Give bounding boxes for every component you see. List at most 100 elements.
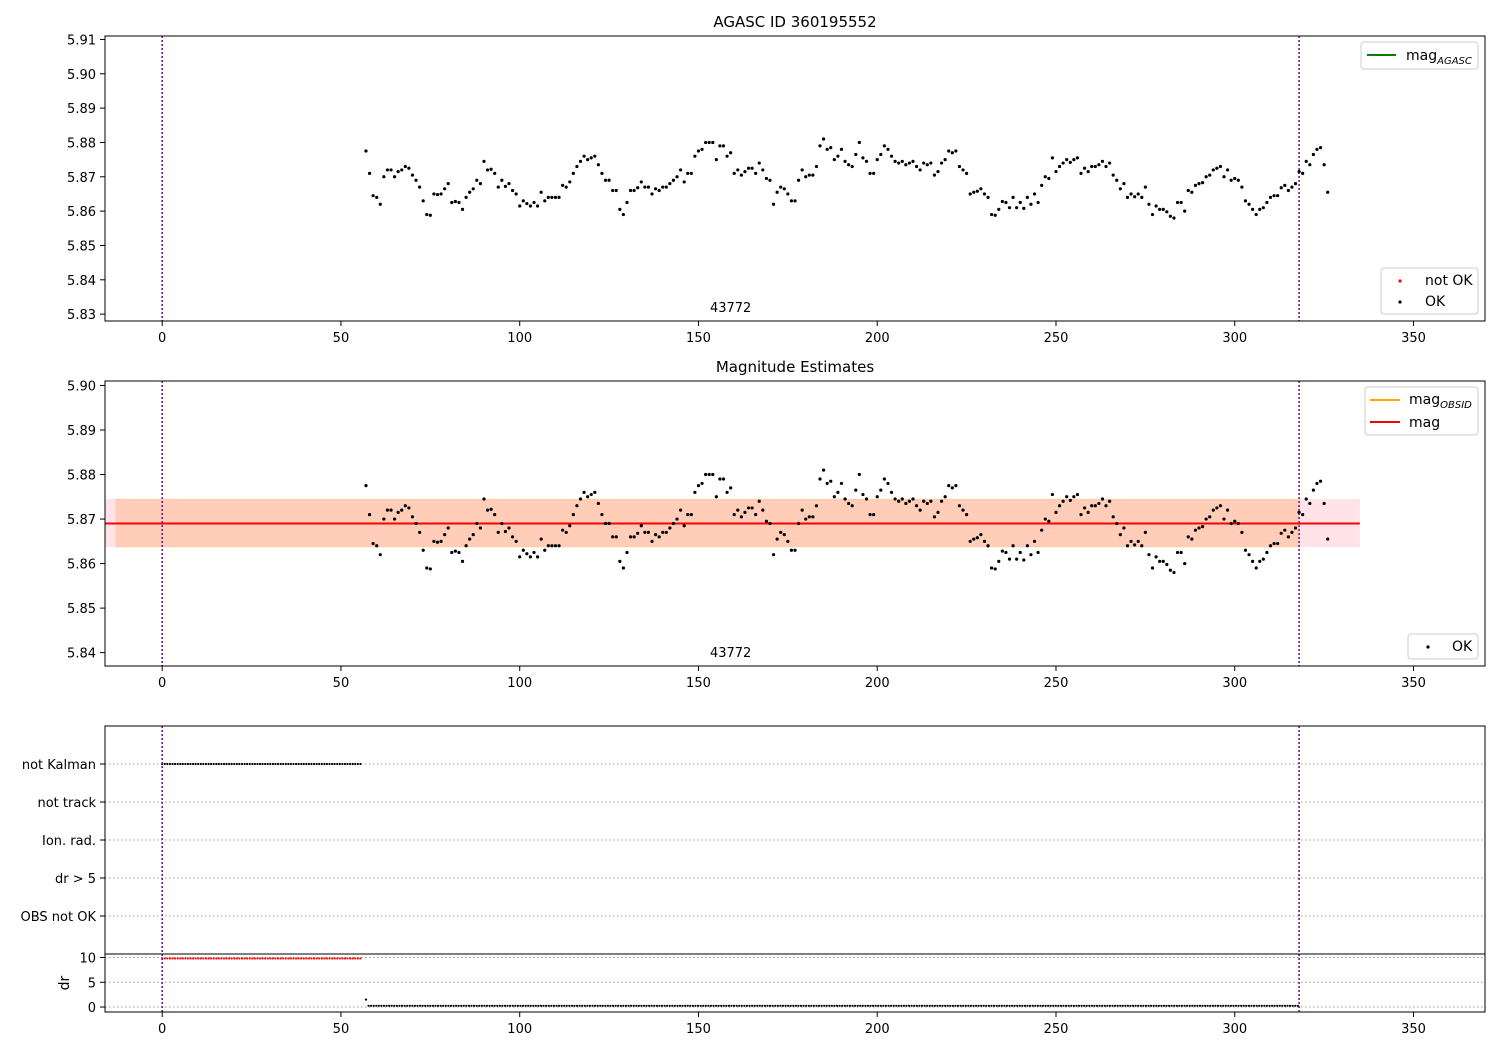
panel1-ok-point	[997, 207, 1001, 212]
panel2-ok-point	[646, 530, 651, 535]
dr-point	[325, 957, 329, 960]
panel1-ok-point	[811, 173, 815, 177]
dr-point	[388, 1004, 391, 1007]
panel2-ok-point	[410, 515, 415, 519]
dr-point	[1211, 1004, 1214, 1007]
panel1-ok-point	[371, 194, 375, 198]
dr-point	[217, 957, 220, 960]
dr-point	[1054, 1004, 1057, 1007]
panel2-ok-point	[568, 524, 572, 528]
panel2-ok-point	[468, 537, 472, 541]
dr-point	[395, 1004, 398, 1007]
dr-point	[447, 1004, 450, 1007]
panel1-ok-point	[1011, 195, 1015, 199]
dr-point	[233, 957, 236, 960]
panel2-ok-point	[1065, 495, 1069, 499]
dr-point	[521, 1004, 525, 1007]
flag-point	[199, 762, 202, 766]
dr-point	[879, 1004, 882, 1007]
panel1-ok-point	[904, 163, 908, 167]
flag-point	[202, 762, 205, 766]
panel2-ok-point	[822, 468, 826, 472]
panel2-ok-point	[525, 552, 529, 556]
panel1-ok-point	[886, 147, 890, 151]
panel1-ok-point	[1000, 199, 1004, 204]
dr-point	[429, 1004, 432, 1007]
flag-point	[176, 762, 179, 766]
dr-point	[668, 1004, 671, 1007]
panel2-ok-point	[864, 497, 869, 501]
dr-point	[1281, 1004, 1284, 1007]
panel2-ok-point	[636, 531, 640, 535]
panel1-ok-point	[825, 147, 829, 151]
flag-point	[325, 762, 329, 766]
dr-point	[315, 957, 318, 960]
panel1-ok-point	[1218, 164, 1223, 169]
dr-point	[171, 957, 174, 960]
panel2-ok-point	[518, 555, 522, 559]
dr-point	[810, 1004, 813, 1007]
panel2-ok-point	[475, 521, 479, 526]
dr-point	[222, 957, 226, 960]
dr-point	[630, 1004, 633, 1007]
dr-point	[228, 957, 231, 960]
panel2-ok-point	[918, 508, 922, 512]
panel1-ok-point	[550, 195, 554, 199]
panel1-ok-point	[1215, 166, 1219, 170]
dr-point	[1016, 1004, 1019, 1007]
dr-point	[874, 1004, 877, 1007]
panel2-ok-point	[750, 506, 754, 510]
panel1-ok-point	[1293, 182, 1298, 186]
panel2-ok-point	[1276, 541, 1280, 546]
panel1-legend-top[interactable]: magAGASC	[1360, 41, 1479, 70]
panel2-ok-point	[460, 559, 465, 563]
panel2-ok-point	[535, 555, 540, 559]
dr-point	[735, 1004, 738, 1007]
dr-point	[910, 1004, 913, 1007]
panel1-ok-point	[800, 168, 804, 172]
panel1-ok-point	[729, 151, 733, 155]
panel1-ok-point	[1004, 200, 1008, 205]
panel1-legend-bottom[interactable]: not OK OK	[1380, 267, 1479, 315]
dr-point	[557, 1004, 561, 1007]
panel1-ok-point	[1047, 176, 1051, 181]
flag-point	[300, 762, 303, 766]
dr-point	[722, 1004, 725, 1007]
panel1-ok-point	[1097, 163, 1101, 167]
dr-point	[1005, 1004, 1009, 1007]
dr-point	[1168, 1004, 1171, 1007]
panel2-ok-point	[482, 497, 486, 501]
panel1-ok-point	[857, 140, 861, 145]
panel2-legend-bottom[interactable]: OK	[1407, 633, 1479, 660]
panel1-ytick-label: 5.85	[67, 239, 96, 254]
dr-point	[207, 957, 210, 960]
panel2-ok-point	[1211, 508, 1215, 512]
panel4-xtick-label: 350	[1401, 1022, 1426, 1037]
panel2-xtick-label: 250	[1044, 676, 1069, 691]
panel1-ok-point	[957, 164, 962, 169]
flag-point	[333, 762, 336, 766]
flag-point	[191, 762, 195, 766]
panel2-legend-top[interactable]: magOBSID mag	[1364, 386, 1479, 436]
dr-point	[606, 1004, 610, 1007]
panel2-ok-point	[639, 524, 643, 528]
panel2-ok-point	[625, 550, 629, 555]
panel1-ok-point	[1297, 170, 1301, 174]
panel1-ok-point	[1075, 156, 1080, 160]
dr-point	[529, 1004, 532, 1007]
panel1-ok-point	[625, 200, 629, 205]
panel1-ok-point	[460, 207, 465, 212]
panel2-ok-point	[1240, 530, 1244, 535]
dr-point	[370, 1004, 373, 1007]
panel1-ok-point	[1204, 175, 1208, 179]
dr-point	[194, 957, 197, 960]
dr-point	[1191, 1004, 1194, 1007]
panel2-ok-point	[367, 512, 372, 517]
panel1-ok-point	[843, 159, 847, 163]
flag-point	[235, 762, 238, 766]
panel1-ok-point	[514, 192, 518, 196]
dr-point	[678, 1004, 682, 1007]
panel2-ok-point	[532, 550, 536, 555]
panel2-ok-point	[1040, 528, 1044, 532]
dr-point	[745, 1004, 749, 1007]
